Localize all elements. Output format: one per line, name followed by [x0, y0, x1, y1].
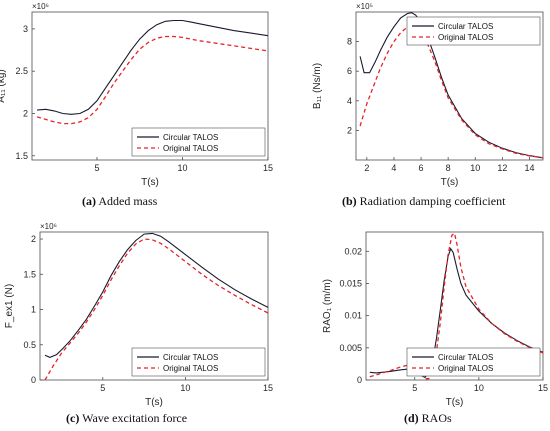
x-tick-label-b-0: 2: [364, 163, 369, 173]
series-line-c-1: [44, 238, 269, 381]
axis-multiplier-c: ×10⁶: [40, 222, 57, 231]
x-tick-label-d-1: 10: [474, 383, 484, 393]
y-tick-label-c-2: 1: [31, 305, 36, 315]
chart-d: 5 10 15 0 0.005 0.01 0.015 0.02 T(s) RAO₁ (m/m) Ci…: [322, 231, 548, 408]
y-tick-label-c-3: 1.5: [23, 269, 36, 279]
y-tick-label-d-3: 0.015: [339, 278, 362, 288]
x-tick-label-b-5: 12: [497, 163, 507, 173]
axis-multiplier-b: ×10⁵: [356, 2, 373, 11]
axis-multiplier-a: ×10⁶: [32, 2, 49, 11]
legend-label-c-0: Circular TALOS: [163, 353, 218, 362]
x-tick-label-b-4: 10: [470, 163, 480, 173]
x-tick-label-a-1: 10: [177, 163, 187, 173]
legend-b: Circular TALOS Original TALOS: [406, 16, 541, 46]
x-tick-label-c-2: 15: [263, 383, 273, 393]
y-axis-label-b: B₁₁ (Ns/m): [312, 63, 323, 109]
y-axis-label-d: RAO₁ (m/m): [322, 279, 333, 333]
y-tick-label-b-2: 6: [347, 66, 352, 76]
x-tick-label-b-2: 6: [419, 163, 424, 173]
caption-a-letter: (a): [82, 194, 96, 208]
y-tick-label-c-1: 0.5: [23, 340, 36, 350]
x-tick-label-a-0: 5: [94, 163, 99, 173]
legend-label-c-1: Original TALOS: [163, 364, 218, 373]
caption-b-text: Radiation damping coefficient: [356, 194, 506, 208]
y-axis-label-a: A₁₁ (kg): [0, 69, 7, 102]
y-tick-label-d-4: 0.02: [344, 246, 362, 256]
legend-label-d-1: Original TALOS: [438, 364, 493, 373]
caption-d-text: RAOs: [418, 411, 452, 425]
y-tick-label-a-2: 2.5: [15, 66, 28, 76]
caption-c: (c) Wave excitation force: [66, 411, 187, 426]
caption-a-text: Added mass: [96, 194, 158, 208]
caption-c-text: Wave excitation force: [79, 411, 188, 425]
legend-box-d: [406, 347, 541, 377]
y-tick-label-a-1: 2: [23, 108, 28, 118]
legend-box-b: [406, 16, 541, 46]
x-tick-label-d-2: 15: [538, 383, 548, 393]
legend-box-a: [131, 127, 266, 157]
legend-label-a-0: Circular TALOS: [163, 133, 218, 142]
legend-box-c: [131, 347, 266, 377]
x-axis-label-d: T(s): [446, 397, 464, 408]
caption-c-letter: (c): [66, 411, 80, 425]
legend-label-b-1: Original TALOS: [438, 33, 493, 42]
x-tick-label-b-6: 14: [524, 163, 534, 173]
y-tick-label-d-0: 0: [357, 375, 362, 385]
caption-d-letter: (d): [404, 411, 419, 425]
legend-label-d-0: Circular TALOS: [438, 353, 493, 362]
caption-b: (b) Radiation damping coefficient: [342, 194, 505, 209]
y-axis-label-c: F_ex1 (N): [4, 284, 15, 328]
legend-a: Circular TALOS Original TALOS: [131, 127, 266, 157]
y-tick-label-b-1: 4: [347, 96, 352, 106]
y-tick-label-a-3: 3: [23, 24, 28, 34]
x-tick-label-c-1: 10: [180, 383, 190, 393]
chart-b: 2 4 6 8 10 12 14 2 4 6 8 ×10⁵ T(s) B₁₁ (Ns/m) Circular…: [312, 2, 544, 188]
series-line-a-1: [36, 35, 269, 125]
y-tick-label-d-1: 0.005: [339, 343, 362, 353]
x-axis-label-a: T(s): [141, 177, 159, 188]
x-axis-label-c: T(s): [145, 397, 163, 408]
y-tick-label-b-3: 8: [347, 37, 352, 47]
y-tick-label-b-0: 2: [347, 125, 352, 135]
y-tick-label-c-0: 0: [31, 375, 36, 385]
x-tick-label-b-3: 8: [446, 163, 451, 173]
legend-label-b-0: Circular TALOS: [438, 22, 493, 31]
x-tick-label-b-1: 4: [391, 163, 396, 173]
caption-d: (d) RAOs: [404, 411, 452, 426]
y-tick-label-c-4: 2: [31, 234, 36, 244]
series-line-c-0: [44, 232, 269, 358]
y-tick-label-a-0: 1.5: [15, 151, 28, 161]
caption-b-letter: (b): [342, 194, 357, 208]
caption-a: (a) Added mass: [82, 194, 157, 209]
legend-c: Circular TALOS Original TALOS: [131, 347, 266, 377]
chart-a: 5 10 15 1.5 2 2.5 3 ×10⁶ T(s) A₁₁ (kg) Circular TA…: [0, 2, 273, 188]
chart-c: 5 10 15 0 0.5 1 1.5 2 ×10⁶ T(s) F_ex1 (N) Circular …: [4, 222, 273, 408]
x-tick-label-c-0: 5: [100, 383, 105, 393]
y-tick-label-d-2: 0.01: [344, 311, 362, 321]
x-tick-label-d-0: 5: [412, 383, 417, 393]
x-tick-label-a-2: 15: [263, 163, 273, 173]
series-line-a-0: [37, 19, 269, 115]
legend-d: Circular TALOS Original TALOS: [406, 347, 541, 377]
x-axis-label-b: T(s): [441, 177, 459, 188]
legend-label-a-1: Original TALOS: [163, 144, 218, 153]
